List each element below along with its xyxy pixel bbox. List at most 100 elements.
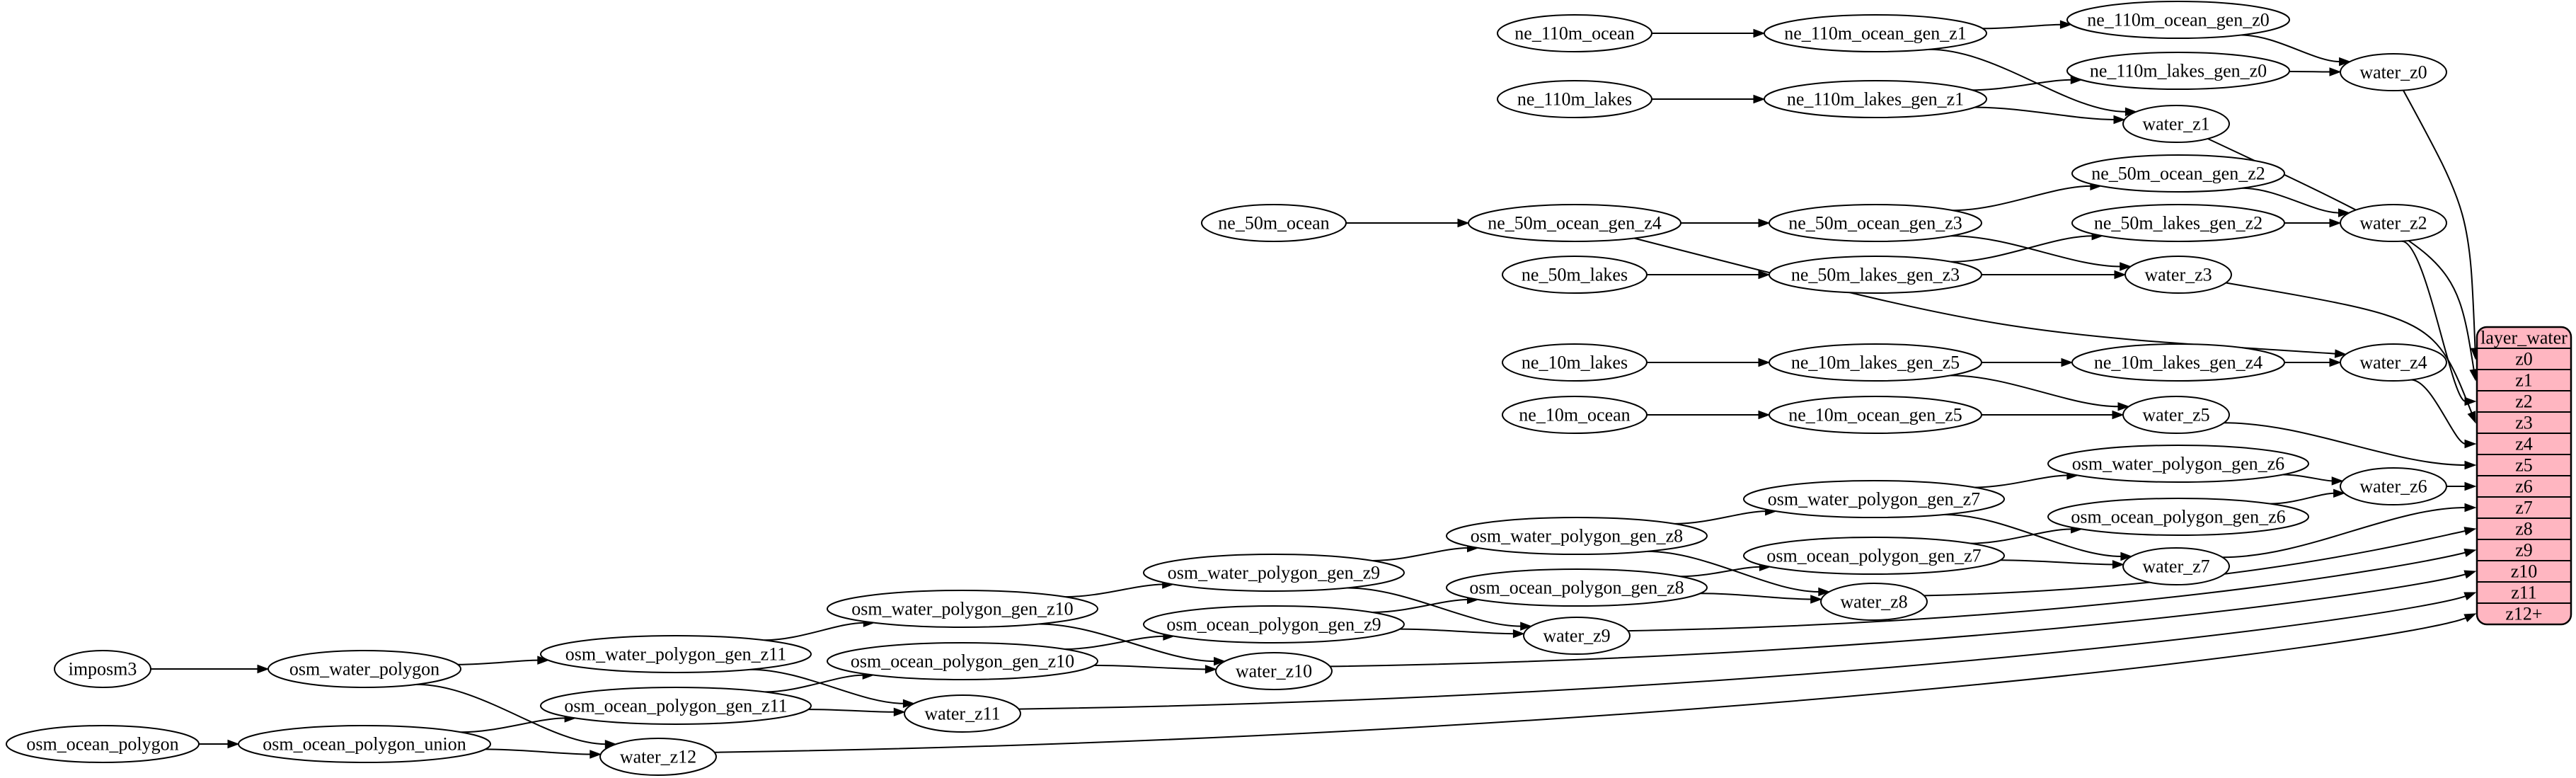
edge-arrowhead (2112, 560, 2124, 569)
node-shape (2071, 204, 2285, 242)
table-row-z2: z2 (2515, 391, 2533, 412)
node-shape (2066, 1, 2290, 39)
edge-arrowhead (2463, 527, 2477, 536)
node-label: ne_110m_ocean_gen_z1 (1784, 23, 1967, 44)
node-shape (1143, 554, 1405, 592)
edge-path (2270, 492, 2335, 505)
edge-path (1646, 550, 1819, 593)
edge-osm_ocean_polygon_gen_z9-to-water_z9 (1399, 628, 1525, 639)
edge-path (1018, 595, 2467, 710)
node-ne_50m_lakes: ne_50m_lakes (1502, 256, 1648, 294)
edge-water_z10-to-layer_water:z10 (1330, 570, 2477, 668)
edge-arrowhead (902, 699, 915, 709)
node-imposm3: imposm3 (54, 650, 151, 688)
node-label: ne_110m_ocean (1514, 23, 1634, 44)
edge-path (1953, 185, 2091, 212)
node-osm_water_polygon: osm_water_polygon (268, 650, 461, 688)
node-label: imposm3 (69, 659, 137, 680)
node-ne_50m_ocean: ne_50m_ocean (1201, 204, 1347, 242)
node-label: water_z7 (2142, 556, 2209, 577)
node-water_z6: water_z6 (2340, 467, 2447, 505)
node-shape (268, 650, 461, 688)
edge-path (2207, 137, 2475, 371)
edge-water_z7-to-layer_water:z7 (2222, 503, 2477, 559)
node-label: water_z0 (2359, 62, 2427, 83)
node-shape (1143, 605, 1405, 643)
node-shape (2340, 343, 2447, 382)
edge-ne_50m_ocean-to-ne_50m_ocean_gen_z4 (1346, 218, 1470, 228)
node-water_z5: water_z5 (2122, 396, 2230, 434)
node-shape (2047, 445, 2309, 483)
edge-path (2410, 379, 2466, 445)
node-shape (1769, 343, 1982, 382)
node-label: osm_ocean_polygon (26, 734, 178, 755)
node-shape (1743, 480, 2005, 518)
node-ne_10m_ocean_gen_z5: ne_10m_ocean_gen_z5 (1769, 396, 1982, 434)
node-label: water_z10 (1236, 661, 1312, 682)
edge-path (764, 622, 865, 641)
node-label: ne_110m_lakes (1517, 89, 1632, 110)
edge-arrowhead (2112, 410, 2124, 420)
node-ne_10m_lakes_gen_z5: ne_10m_lakes_gen_z5 (1769, 343, 1982, 382)
edge-path (485, 748, 591, 755)
node-label: water_z3 (2144, 265, 2212, 285)
edge-path (1700, 593, 1812, 600)
edge-osm_ocean_polygon_gen_z11-to-water_z11 (808, 707, 906, 717)
node-shape (540, 687, 812, 725)
edge-arrowhead (1753, 28, 1766, 38)
node-label: osm_ocean_polygon_gen_z11 (564, 696, 787, 716)
node-shape (1468, 204, 1681, 242)
table-row-z6: z6 (2515, 476, 2533, 497)
edge-water_z5-to-layer_water:z5 (2224, 422, 2477, 470)
node-shape (1523, 617, 1631, 655)
edge-arrowhead (1214, 656, 1226, 666)
node-shape (2340, 53, 2447, 91)
edge-osm_ocean_polygon_gen_z10-to-osm_ocean_polygon_gen_z9 (1064, 631, 1175, 650)
edge-ne_10m_ocean_gen_z5-to-water_z5 (1981, 410, 2124, 420)
edge-arrowhead (1753, 94, 1766, 104)
edge-arrowhead (2114, 270, 2127, 280)
node-label: osm_ocean_polygon_gen_z8 (1469, 578, 1684, 598)
node-label: ne_10m_lakes_gen_z4 (2094, 353, 2262, 373)
edge-path (2226, 282, 2473, 414)
edge-arrowhead (1818, 587, 1831, 597)
edges-layer (150, 20, 2480, 759)
edge-ne_110m_ocean-to-ne_110m_ocean_gen_z1 (1652, 28, 1766, 38)
edge-path (2403, 90, 2476, 350)
edge-osm_water_polygon_gen_z9-to-osm_water_polygon_gen_z8 (1372, 543, 1479, 561)
edge-path (1064, 635, 1164, 650)
edge-arrowhead (2464, 503, 2477, 513)
node-shape (1764, 80, 1987, 118)
edge-path (1974, 106, 2115, 120)
edge-osm_water_polygon_gen_z11-to-osm_water_polygon_gen_z10 (764, 618, 875, 641)
node-shape (1201, 204, 1347, 242)
edge-path (1924, 530, 2466, 597)
edge-path (2242, 187, 2340, 214)
edge-ne_110m_ocean_gen_z0-to-water_z0 (2241, 34, 2352, 67)
node-shape (1215, 652, 1333, 690)
edge-path (2000, 559, 2114, 566)
node-shape (1820, 583, 1928, 621)
node-label: water_z4 (2359, 353, 2427, 373)
edge-osm_ocean_polygon_gen_z11-to-osm_ocean_polygon_gen_z10 (764, 670, 875, 693)
node-water_z8: water_z8 (1820, 583, 1928, 621)
node-label: ne_50m_lakes_gen_z3 (1791, 265, 1960, 285)
edge-ne_110m_lakes-to-ne_110m_lakes_gen_z1 (1652, 94, 1766, 104)
edge-osm_ocean_polygon_union-to-osm_ocean_polygon_gen_z11 (461, 714, 577, 733)
node-osm_water_polygon_gen_z9: osm_water_polygon_gen_z9 (1143, 554, 1405, 592)
node-ne_50m_ocean_gen_z2: ne_50m_ocean_gen_z2 (2071, 154, 2285, 193)
table-row-z9: z9 (2515, 540, 2533, 561)
node-label: osm_water_polygon_gen_z7 (1768, 489, 1980, 510)
edge-ne_50m_ocean_gen_z3-to-ne_50m_ocean_gen_z2 (1953, 181, 2103, 212)
node-label: ne_10m_lakes (1522, 353, 1628, 373)
edge-path (1970, 528, 2072, 544)
node-ne_10m_lakes_gen_z4: ne_10m_lakes_gen_z4 (2071, 343, 2285, 382)
edge-path (1633, 237, 2336, 355)
edge-arrowhead (1520, 622, 1533, 631)
edge-path (1399, 628, 1514, 635)
node-ne_110m_ocean: ne_110m_ocean (1497, 14, 1652, 52)
edge-ne_50m_lakes-to-ne_50m_lakes_gen_z3 (1646, 270, 1771, 280)
edge-arrowhead (2338, 208, 2350, 217)
edge-osm_water_polygon_gen_z6-to-water_z6 (2282, 474, 2344, 486)
node-label: water_z5 (2142, 405, 2209, 425)
